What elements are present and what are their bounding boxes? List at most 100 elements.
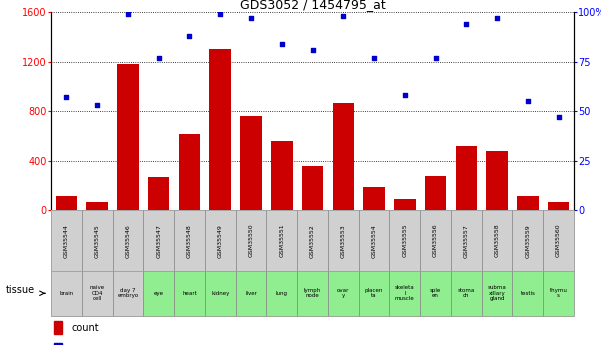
Bar: [87, 203, 108, 210]
Text: count: count: [72, 323, 99, 333]
Bar: [513, 271, 543, 316]
Text: GSM35551: GSM35551: [279, 224, 284, 257]
Point: [308, 47, 317, 52]
Bar: [328, 271, 359, 316]
Bar: [205, 271, 236, 316]
Bar: [451, 210, 481, 271]
Bar: [174, 210, 205, 271]
Text: subma
xillary
gland: subma xillary gland: [487, 285, 507, 301]
Text: GSM35548: GSM35548: [187, 224, 192, 257]
Point: [154, 55, 163, 60]
Point: [554, 115, 563, 120]
Bar: [240, 116, 262, 210]
Text: sple
en: sple en: [430, 288, 441, 298]
Point: [123, 11, 133, 17]
Bar: [51, 210, 82, 271]
Bar: [456, 146, 477, 210]
Bar: [481, 271, 513, 316]
Text: GSM35547: GSM35547: [156, 224, 161, 258]
Bar: [148, 177, 169, 210]
Bar: [51, 271, 82, 316]
Point: [246, 15, 256, 21]
Text: GSM35545: GSM35545: [95, 224, 100, 257]
Text: stoma
ch: stoma ch: [457, 288, 475, 298]
Bar: [117, 64, 139, 210]
Point: [215, 11, 225, 17]
Bar: [543, 271, 574, 316]
Text: GSM35549: GSM35549: [218, 224, 223, 258]
Bar: [54, 321, 62, 334]
Point: [523, 99, 532, 104]
Text: testis: testis: [520, 291, 535, 296]
Bar: [389, 271, 420, 316]
Text: GSM35552: GSM35552: [310, 224, 315, 257]
Text: placen
ta: placen ta: [365, 288, 383, 298]
Bar: [112, 271, 144, 316]
Bar: [332, 102, 354, 210]
Bar: [420, 210, 451, 271]
Text: GSM35558: GSM35558: [495, 224, 499, 257]
Bar: [266, 271, 297, 316]
Bar: [517, 196, 538, 210]
Text: GSM35559: GSM35559: [525, 224, 530, 257]
Bar: [205, 210, 236, 271]
Point: [93, 102, 102, 108]
Text: ovar
y: ovar y: [337, 288, 349, 298]
Point: [369, 55, 379, 60]
Bar: [394, 199, 415, 210]
Title: GDS3052 / 1454795_at: GDS3052 / 1454795_at: [240, 0, 385, 11]
Text: thymu
s: thymu s: [550, 288, 567, 298]
Point: [492, 15, 502, 21]
Bar: [112, 210, 144, 271]
Bar: [548, 202, 569, 210]
Text: GSM35560: GSM35560: [556, 224, 561, 257]
Bar: [144, 271, 174, 316]
Point: [431, 55, 441, 60]
Bar: [266, 210, 297, 271]
Text: naive
CD4
cell: naive CD4 cell: [90, 285, 105, 301]
Bar: [236, 271, 266, 316]
Bar: [543, 210, 574, 271]
Bar: [302, 166, 323, 210]
Point: [400, 92, 410, 98]
Point: [338, 13, 348, 19]
Bar: [54, 344, 62, 345]
Bar: [359, 210, 389, 271]
Text: heart: heart: [182, 291, 197, 296]
Bar: [451, 271, 481, 316]
Bar: [82, 271, 112, 316]
Text: day 7
embryо: day 7 embryо: [117, 288, 139, 298]
Point: [462, 21, 471, 27]
Bar: [389, 210, 420, 271]
Text: GSM35557: GSM35557: [464, 224, 469, 257]
Text: GSM35554: GSM35554: [371, 224, 377, 257]
Bar: [56, 196, 77, 210]
Bar: [481, 210, 513, 271]
Text: brain: brain: [59, 291, 73, 296]
Bar: [174, 271, 205, 316]
Bar: [144, 210, 174, 271]
Bar: [236, 210, 266, 271]
Text: GSM35550: GSM35550: [248, 224, 254, 257]
Bar: [363, 187, 385, 210]
Text: kidney: kidney: [211, 291, 230, 296]
Text: eye: eye: [154, 291, 163, 296]
Bar: [486, 151, 508, 210]
Text: GSM35546: GSM35546: [126, 224, 130, 257]
Text: lung: lung: [276, 291, 288, 296]
Bar: [82, 210, 112, 271]
Bar: [297, 210, 328, 271]
Bar: [178, 134, 200, 210]
Text: GSM35553: GSM35553: [341, 224, 346, 257]
Text: GSM35556: GSM35556: [433, 224, 438, 257]
Bar: [297, 271, 328, 316]
Bar: [210, 49, 231, 210]
Bar: [420, 271, 451, 316]
Bar: [271, 141, 293, 210]
Text: GSM35544: GSM35544: [64, 224, 69, 258]
Text: lymph
node: lymph node: [304, 288, 321, 298]
Text: tissue: tissue: [6, 285, 35, 295]
Text: skeleta
l
muscle: skeleta l muscle: [395, 285, 415, 301]
Bar: [425, 176, 447, 210]
Point: [185, 33, 194, 39]
